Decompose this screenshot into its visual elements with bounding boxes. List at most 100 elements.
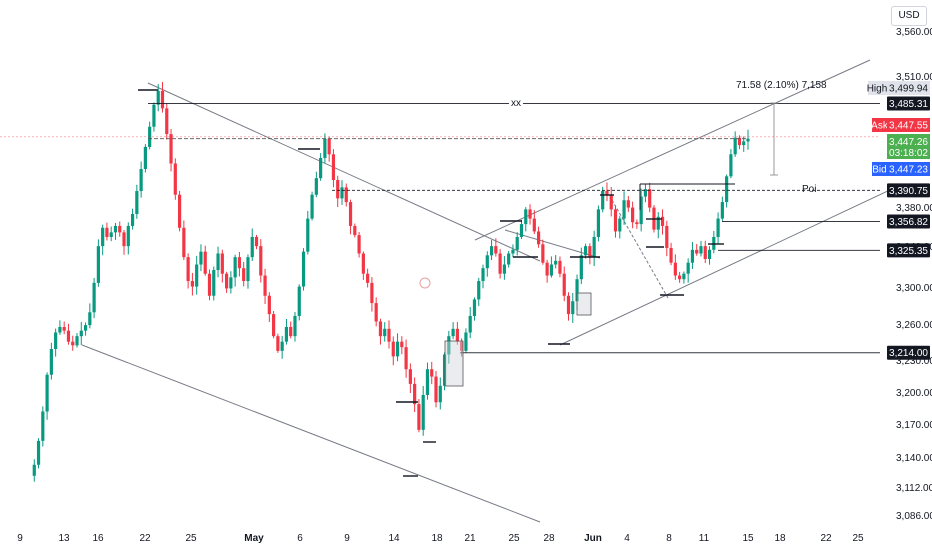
x-tick-label: 14 xyxy=(388,533,400,544)
price-tag-xx-text: 3,485.31 xyxy=(889,99,928,110)
candle-body xyxy=(413,383,417,405)
x-tick-label: 21 xyxy=(464,533,476,544)
x-tick-label: 18 xyxy=(774,533,786,544)
candle-body xyxy=(272,314,276,337)
y-tick-label: 3,086.00 xyxy=(896,511,932,522)
last-price-value: 3,447.26 xyxy=(889,137,928,148)
candle-body xyxy=(673,262,677,276)
trendline-dashed-swing xyxy=(611,199,669,299)
candle-body xyxy=(716,218,720,237)
candle-body xyxy=(434,376,438,403)
candle-body xyxy=(135,191,139,214)
candle-body xyxy=(96,246,100,283)
price-tag-3,356.82-text: 3,356.82 xyxy=(889,217,928,228)
x-tick-label: 18 xyxy=(431,533,443,544)
candle-body xyxy=(720,202,724,219)
candle-body xyxy=(336,180,340,199)
candle-body xyxy=(101,227,105,247)
y-tick-label: 3,112.00 xyxy=(896,483,932,494)
candle-body xyxy=(464,332,468,351)
candle-body xyxy=(190,281,195,287)
candle-body xyxy=(224,273,229,289)
candle-body xyxy=(195,264,199,287)
x-tick-label: 25 xyxy=(852,533,864,544)
y-tick-label: 3,510.00 xyxy=(896,72,932,83)
price-tag-3,214.00: 3,214.00 xyxy=(887,345,930,360)
price-tag-3,214.00-bg xyxy=(887,345,930,360)
x-tick-label: Jun xyxy=(584,533,602,544)
candle-body xyxy=(370,282,374,304)
candle-body xyxy=(165,108,169,135)
candle-body xyxy=(395,341,400,357)
candle-body xyxy=(472,299,477,316)
candle-body xyxy=(532,218,536,232)
candle-body xyxy=(357,235,361,254)
candle-body xyxy=(451,328,455,337)
ask-value-bg xyxy=(887,118,930,132)
candle-body xyxy=(631,207,635,223)
bid-label-bg xyxy=(872,162,887,176)
candle-body xyxy=(592,236,596,258)
candle-body xyxy=(344,187,348,203)
y-tick-label: 3,200.00 xyxy=(896,388,932,399)
candle-body xyxy=(199,251,203,265)
x-tick-label: 25 xyxy=(508,533,520,544)
last-price-bg xyxy=(887,134,930,159)
candle-body xyxy=(613,209,618,232)
candle-body xyxy=(88,312,92,326)
marker-icon xyxy=(419,277,431,289)
candle-body xyxy=(558,260,562,274)
candle-body xyxy=(122,232,126,247)
x-tick-label: 13 xyxy=(58,533,70,544)
candle-body xyxy=(425,369,430,395)
candle-body xyxy=(575,279,579,302)
candle-body xyxy=(430,369,434,377)
candle-body xyxy=(203,251,207,274)
level-poi-label: Poi xyxy=(802,184,816,195)
x-tick-label: 16 xyxy=(92,533,104,544)
candle-body xyxy=(588,246,592,258)
candle-body xyxy=(485,255,489,269)
candle-body xyxy=(259,246,263,276)
candle-body xyxy=(353,225,357,236)
zone-box-jun xyxy=(576,292,592,316)
candle-body xyxy=(656,216,660,230)
candle-body xyxy=(118,225,122,233)
candle-body xyxy=(729,154,733,177)
candle-body xyxy=(707,249,712,260)
candle-body xyxy=(417,404,421,430)
x-tick-label: 22 xyxy=(139,533,151,544)
candle-body xyxy=(366,273,370,283)
currency-button[interactable]: USD xyxy=(891,6,927,26)
price-tag-3,356.82-bg xyxy=(887,214,930,229)
candle-body xyxy=(246,257,250,282)
price-tag-3,325.35-text: 3,325.35 xyxy=(889,246,928,257)
candle-body xyxy=(66,330,71,342)
candle-body xyxy=(601,191,605,210)
y-tick-label: 3,260.00 xyxy=(896,320,932,331)
trendline-upper-ascending xyxy=(474,59,871,241)
y-tick-label: 3,140.00 xyxy=(896,453,932,464)
candle-body xyxy=(62,326,66,331)
candle-body xyxy=(643,189,648,197)
candle-body xyxy=(41,411,45,441)
candle-body xyxy=(703,246,707,260)
candle-body xyxy=(216,253,220,271)
candle-body xyxy=(280,341,284,351)
candle-body xyxy=(725,176,729,203)
candle-body xyxy=(109,232,113,237)
candle-body xyxy=(408,369,412,384)
candle-body xyxy=(737,137,742,146)
candle-body xyxy=(152,104,156,127)
countdown: 03:18:02 xyxy=(889,148,928,159)
x-tick-label: 25 xyxy=(185,533,197,544)
candle-body xyxy=(233,257,237,278)
candle-body xyxy=(361,253,365,274)
candle-body xyxy=(340,187,344,199)
candle-body xyxy=(635,222,639,225)
candle-body xyxy=(571,301,575,315)
candle-body xyxy=(549,264,554,276)
candle-body xyxy=(45,374,49,412)
y-tick-label: 3,300.00 xyxy=(896,283,932,294)
